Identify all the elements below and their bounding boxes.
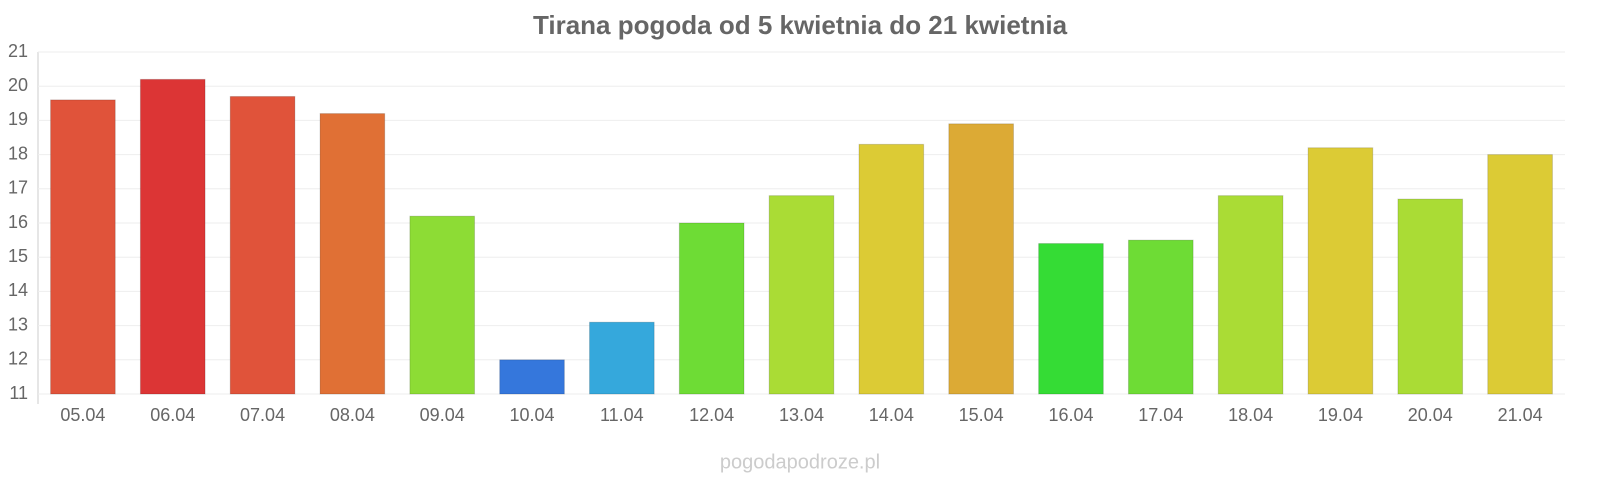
x-tick-label: 07.04 [240,405,285,425]
y-tick-label: 17 [8,178,28,198]
x-tick-label: 18.04 [1228,405,1273,425]
bar [678,222,745,395]
y-tick-label: 21 [8,41,28,61]
bar [319,113,386,395]
y-tick-label: 20 [8,75,28,95]
y-tick-label: 14 [8,280,28,300]
x-tick-label: 17.04 [1138,405,1183,425]
x-tick-label: 13.04 [779,405,824,425]
x-tick-label: 21.04 [1498,405,1543,425]
y-tick-label: 12 [8,349,28,369]
bar [1127,239,1194,395]
bar [858,143,925,395]
x-tick-label: 05.04 [60,405,105,425]
bar [948,123,1014,395]
bar [499,359,565,395]
y-tick-label: 19 [8,109,28,129]
y-tick-label: 16 [8,212,28,232]
y-tick-label: 13 [8,314,28,334]
bar [229,95,296,395]
x-tick-label: 14.04 [869,405,914,425]
x-tick-label: 16.04 [1048,405,1093,425]
bar [1487,154,1553,395]
chart-title: Tirana pogoda od 5 kwietnia do 21 kwietn… [533,10,1068,40]
x-tick-label: 19.04 [1318,405,1363,425]
bar [768,195,835,395]
y-tick-label: 15 [8,246,28,266]
source-label: pogodapodroze.pl [720,451,880,473]
bar [1038,243,1104,395]
x-tick-label: 10.04 [510,405,555,425]
x-tick-label: 12.04 [689,405,734,425]
bar [1397,198,1464,395]
x-tick-label: 11.04 [600,405,644,425]
y-tick-label: 11 [9,383,28,403]
bar [1217,195,1284,395]
bar [589,321,655,395]
bar [409,215,476,395]
bar [50,99,116,395]
x-tick-label: 06.04 [150,405,195,425]
x-tick-label: 20.04 [1408,405,1453,425]
x-tick-label: 09.04 [420,405,465,425]
y-tick-label: 18 [8,143,28,163]
bar [1307,147,1374,395]
bar [139,78,206,395]
x-tick-label: 15.04 [959,405,1004,425]
x-tick-label: 08.04 [330,405,375,425]
